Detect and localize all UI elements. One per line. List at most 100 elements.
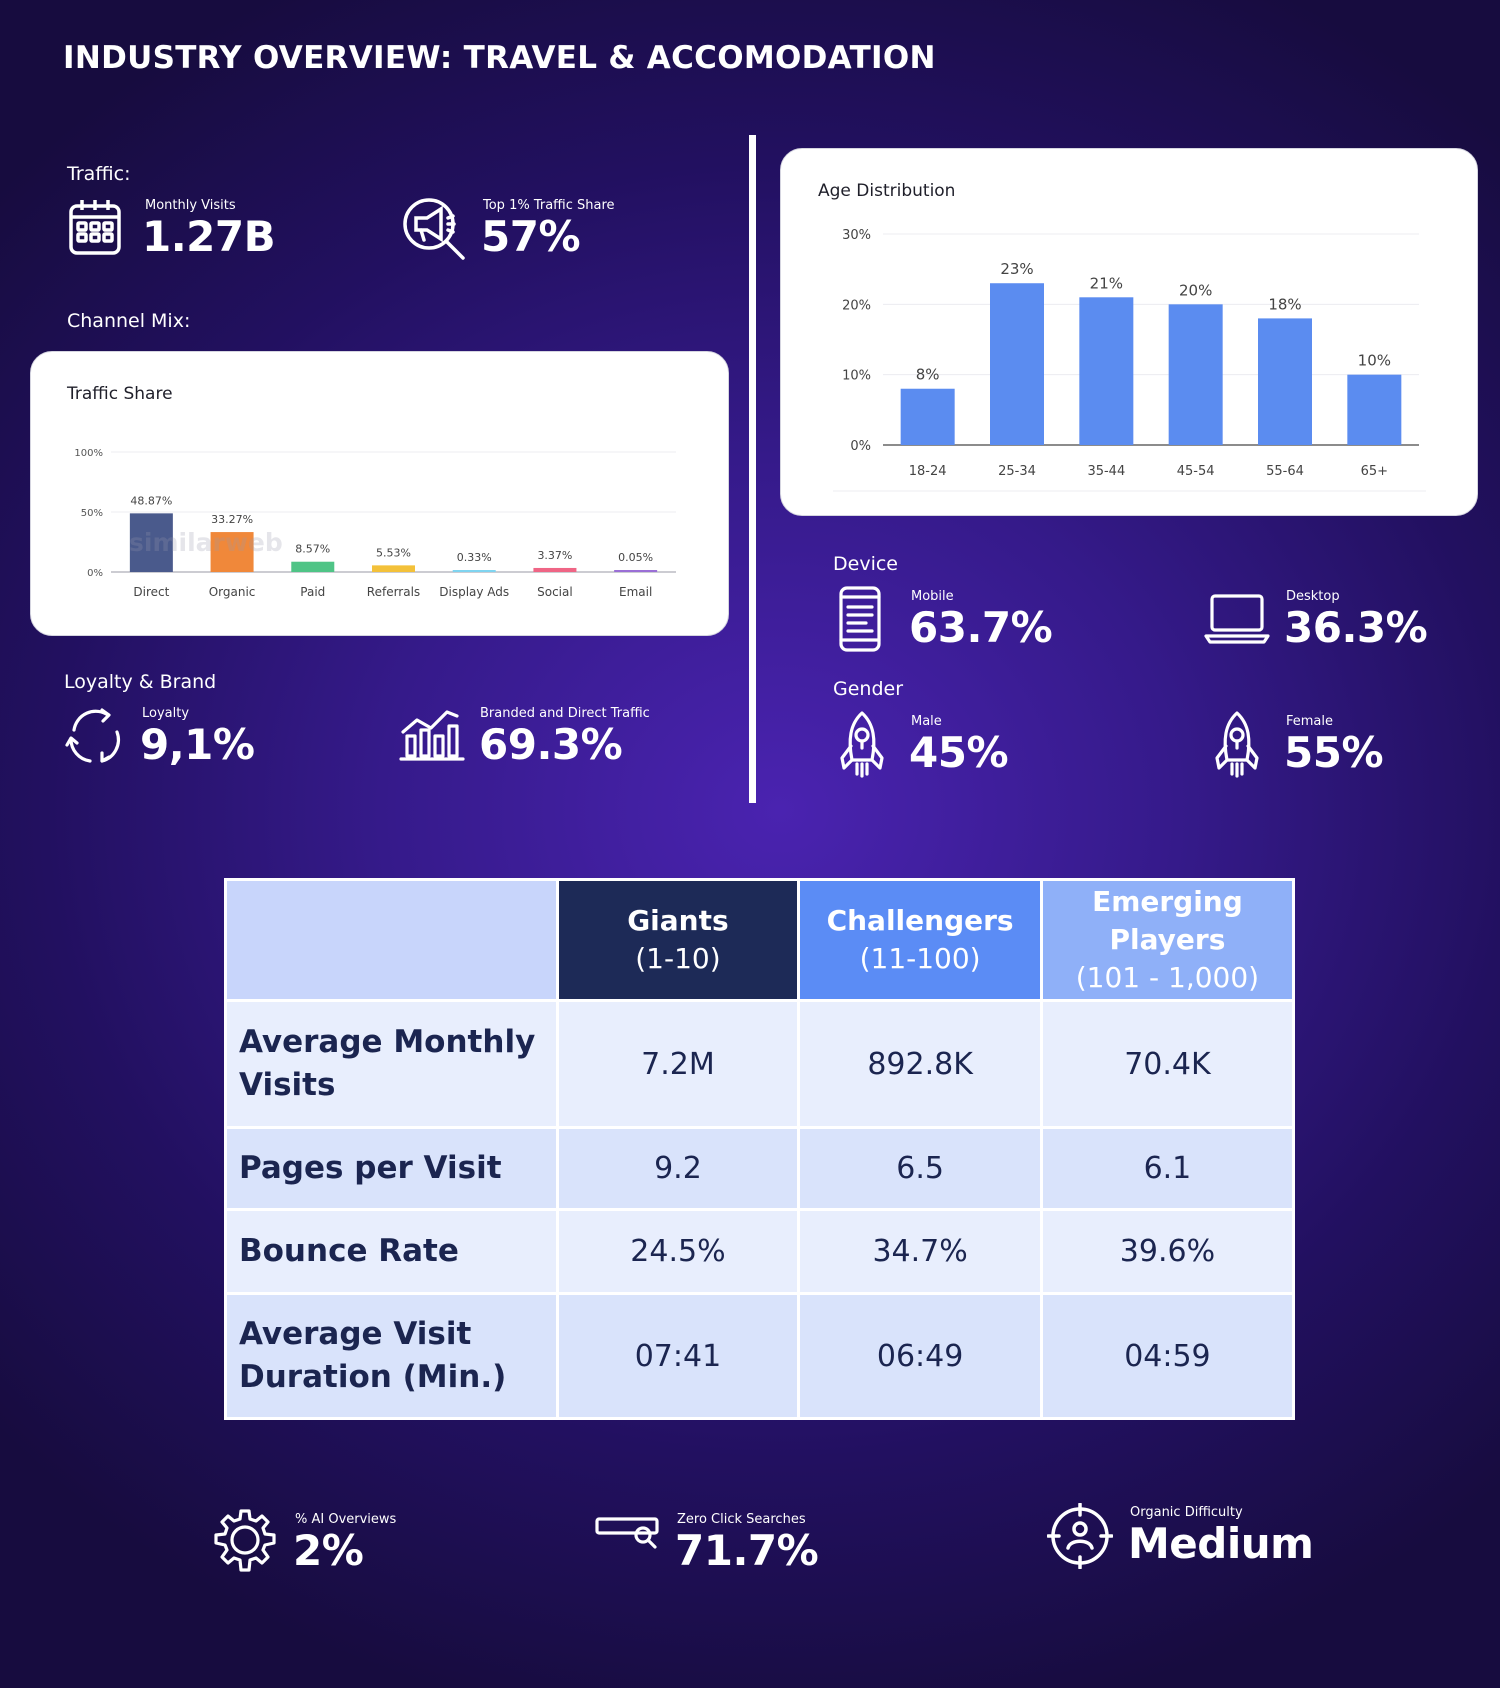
desktop-value: 36.3% bbox=[1284, 603, 1428, 652]
mobile-label: Mobile bbox=[911, 589, 954, 604]
age-data-label: 23% bbox=[1000, 260, 1033, 278]
cell-emerging-bounce-rate: 39.6% bbox=[1039, 1208, 1296, 1295]
table-row: Average Visit Duration (Min.) 07:41 06:4… bbox=[224, 1292, 1296, 1420]
gender-section-label: Gender bbox=[833, 678, 904, 700]
search-bar-icon bbox=[595, 1515, 661, 1551]
branded-direct-value: 69.3% bbox=[479, 720, 623, 769]
traffic-bar bbox=[533, 567, 577, 572]
rocket-icon-male bbox=[838, 710, 886, 778]
age-distribution-card: Age Distribution 0% 10% 20% 30% 8% 18-24 23% 25… bbox=[780, 148, 1478, 516]
cell-emerging-avg-monthly-visits: 70.4K bbox=[1039, 999, 1296, 1129]
monthly-visits-label: Monthly Visits bbox=[145, 198, 236, 213]
traffic-data-label: 8.57% bbox=[295, 543, 330, 556]
age-ytick-label: 20% bbox=[842, 298, 871, 313]
megaphone-search-icon bbox=[401, 196, 467, 262]
female-value: 55% bbox=[1284, 728, 1384, 777]
male-value: 45% bbox=[909, 728, 1009, 777]
cell-challengers-bounce-rate: 34.7% bbox=[797, 1208, 1043, 1295]
female-label: Female bbox=[1286, 714, 1334, 729]
target-person-icon bbox=[1047, 1503, 1113, 1569]
traffic-xtick-label: Paid bbox=[300, 585, 325, 599]
age-xtick-label: 18-24 bbox=[909, 464, 947, 479]
loyalty-section-label: Loyalty & Brand bbox=[64, 671, 217, 693]
traffic-data-label: 3.37% bbox=[537, 549, 572, 562]
organic-difficulty-value: Medium bbox=[1128, 1519, 1314, 1568]
top1-traffic-value: 57% bbox=[481, 212, 581, 261]
traffic-share-card: Traffic Share 0% 50% 100% 48.87% Direct 33.27… bbox=[30, 351, 729, 636]
mobile-phone-icon bbox=[838, 585, 882, 653]
header-giants: Giants (1-10) bbox=[555, 878, 801, 1002]
age-xtick-label: 55-64 bbox=[1266, 464, 1304, 479]
age-xtick-label: 45-54 bbox=[1177, 464, 1215, 479]
traffic-bar bbox=[210, 532, 254, 572]
age-data-label: 20% bbox=[1179, 281, 1212, 299]
cell-emerging-avg-visit-duration: 04:59 bbox=[1039, 1292, 1296, 1420]
zero-click-value: 71.7% bbox=[675, 1526, 819, 1575]
zero-click-label: Zero Click Searches bbox=[677, 1512, 806, 1527]
top1-traffic-label: Top 1% Traffic Share bbox=[483, 198, 615, 213]
male-label: Male bbox=[911, 714, 942, 729]
laptop-icon bbox=[1204, 592, 1270, 644]
age-data-label: 18% bbox=[1268, 295, 1301, 313]
monthly-visits-value: 1.27B bbox=[142, 212, 276, 261]
column-divider bbox=[749, 135, 756, 803]
row-label-avg-visit-duration: Average Visit Duration (Min.) bbox=[224, 1292, 559, 1420]
header-emerging: Emerging Players (101 - 1,000) bbox=[1039, 878, 1296, 1002]
traffic-xtick-label: Direct bbox=[133, 585, 169, 599]
age-bar bbox=[1168, 304, 1223, 445]
header-emerging-name: Emerging Players bbox=[1092, 885, 1243, 956]
traffic-share-title: Traffic Share bbox=[67, 384, 173, 404]
age-xtick-label: 35-44 bbox=[1087, 464, 1125, 479]
row-label-bounce-rate: Bounce Rate bbox=[224, 1208, 559, 1295]
table-row: Pages per Visit 9.2 6.5 6.1 bbox=[224, 1126, 1296, 1211]
traffic-bar bbox=[291, 561, 335, 572]
age-bar bbox=[1347, 374, 1402, 445]
cell-emerging-pages-per-visit: 6.1 bbox=[1039, 1126, 1296, 1211]
age-bar bbox=[1079, 297, 1134, 445]
traffic-ytick-label: 0% bbox=[87, 568, 103, 579]
header-emerging-range: (101 - 1,000) bbox=[1075, 961, 1260, 994]
traffic-bar bbox=[452, 570, 496, 572]
traffic-data-label: 0.33% bbox=[457, 551, 492, 564]
traffic-xtick-label: Email bbox=[619, 585, 652, 599]
table-row: Bounce Rate 24.5% 34.7% 39.6% bbox=[224, 1208, 1296, 1295]
branded-direct-label: Branded and Direct Traffic bbox=[480, 706, 650, 721]
ai-overviews-value: 2% bbox=[293, 1526, 364, 1575]
age-ytick-label: 10% bbox=[842, 369, 871, 384]
age-xtick-label: 25-34 bbox=[998, 464, 1036, 479]
mobile-value: 63.7% bbox=[909, 603, 1053, 652]
table-row: Average Monthly Visits 7.2M 892.8K 70.4K bbox=[224, 999, 1296, 1129]
header-challengers-name: Challengers bbox=[826, 904, 1014, 937]
cell-challengers-avg-monthly-visits: 892.8K bbox=[797, 999, 1043, 1129]
traffic-share-chart: 0% 50% 100% 48.87% Direct 33.27% Organic 8.57% P… bbox=[74, 448, 676, 599]
ai-overviews-label: % AI Overviews bbox=[295, 1512, 397, 1527]
traffic-ytick-label: 50% bbox=[81, 508, 103, 519]
traffic-xtick-label: Display Ads bbox=[439, 585, 509, 599]
cell-challengers-pages-per-visit: 6.5 bbox=[797, 1126, 1043, 1211]
growth-chart-icon bbox=[399, 706, 465, 762]
desktop-label: Desktop bbox=[1286, 589, 1340, 604]
refresh-cycle-icon bbox=[64, 706, 126, 766]
age-distribution-chart: 0% 10% 20% 30% 8% 18-24 23% 25-34 21% 35-44 20% 45-… bbox=[833, 228, 1426, 492]
traffic-data-label: 0.05% bbox=[618, 551, 653, 564]
calendar-icon bbox=[68, 198, 122, 256]
header-giants-name: Giants bbox=[627, 904, 729, 937]
age-data-label: 8% bbox=[916, 366, 940, 384]
row-label-pages-per-visit: Pages per Visit bbox=[224, 1126, 559, 1211]
traffic-xtick-label: Referrals bbox=[367, 585, 420, 599]
organic-difficulty-label: Organic Difficulty bbox=[1130, 1505, 1243, 1520]
table-header-row: Giants (1-10) Challengers (11-100) Emerg… bbox=[224, 878, 1296, 1002]
age-bar bbox=[900, 388, 955, 445]
age-bar bbox=[1258, 318, 1312, 445]
traffic-ytick-label: 100% bbox=[74, 448, 103, 459]
cell-giants-bounce-rate: 24.5% bbox=[555, 1208, 801, 1295]
table-corner-cell bbox=[224, 878, 559, 1002]
segment-comparison-table: Giants (1-10) Challengers (11-100) Emerg… bbox=[224, 878, 1296, 1420]
gear-icon bbox=[212, 1508, 278, 1574]
traffic-bar bbox=[129, 513, 173, 572]
traffic-bar bbox=[372, 565, 415, 572]
traffic-xtick-label: Social bbox=[537, 585, 573, 599]
cell-giants-pages-per-visit: 9.2 bbox=[555, 1126, 801, 1211]
watermark: similarweb bbox=[129, 528, 283, 557]
header-giants-range: (1-10) bbox=[635, 942, 721, 975]
